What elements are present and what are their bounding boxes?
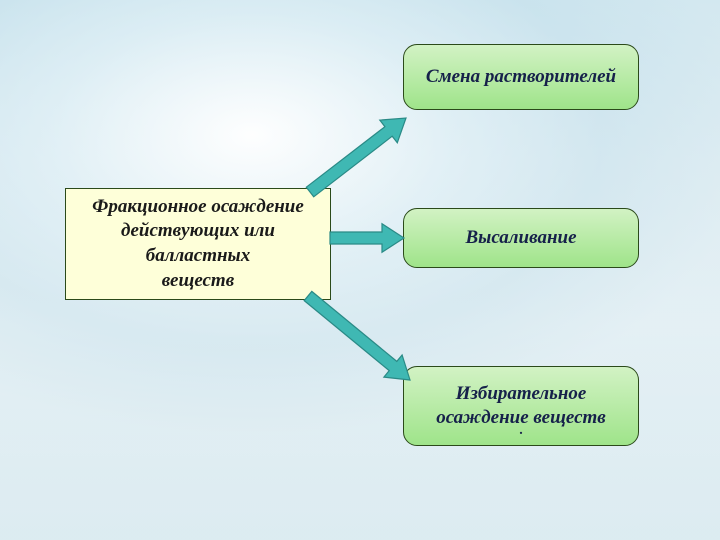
arrow-to-target-2 — [310, 218, 424, 258]
arrow-to-target-1 — [290, 98, 426, 212]
target-text-1: Смена растворителей — [426, 65, 616, 89]
target-suffix-3: . — [519, 417, 524, 441]
source-concept-text: Фракционное осаждение действующих или ба… — [74, 195, 322, 294]
arrow-to-target-3 — [288, 276, 430, 400]
target-box-3: Избирательное осаждение веществ . — [403, 366, 639, 446]
target-text-2: Высаливание — [465, 226, 576, 250]
target-box-1: Смена растворителей — [403, 44, 639, 110]
target-box-2: Высаливание — [403, 208, 639, 268]
